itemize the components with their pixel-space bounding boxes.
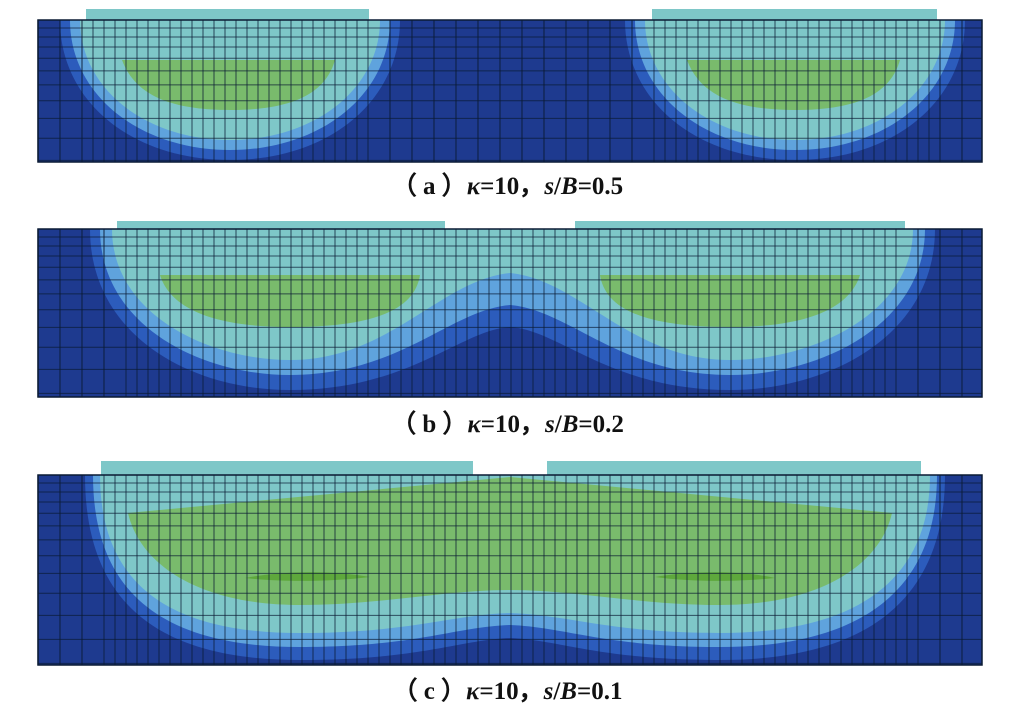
- panel-a: （ a ）κ=10，s/B=0.5: [0, 0, 1015, 200]
- domain-border: [37, 228, 983, 398]
- mesh-grid: [37, 19, 982, 162]
- footing-left: [117, 221, 445, 231]
- footing-left: [86, 9, 369, 22]
- stress-peak: [245, 572, 370, 581]
- domain-border: [37, 19, 983, 163]
- caption-c: （ c ）κ=10，s/B=0.1: [392, 678, 623, 705]
- domain-border: [37, 474, 983, 666]
- stress-peak: [655, 572, 775, 581]
- panel-c: （ c ）κ=10，s/B=0.1: [0, 455, 1015, 722]
- contour-plot-b: [37, 221, 983, 398]
- mesh-grid: [37, 228, 982, 397]
- footing-left: [101, 461, 473, 477]
- footing-right: [547, 461, 921, 477]
- contour-plot-a: [37, 9, 983, 163]
- footing-right: [652, 9, 937, 22]
- contour-plot-c: [37, 461, 983, 666]
- caption-b: （ b ）κ=10，s/B=0.2: [391, 411, 624, 438]
- panel-b: （ b ）κ=10，s/B=0.2: [0, 215, 1015, 445]
- caption-a: （ a ）κ=10，s/B=0.5: [391, 173, 624, 200]
- footing-right: [575, 221, 905, 231]
